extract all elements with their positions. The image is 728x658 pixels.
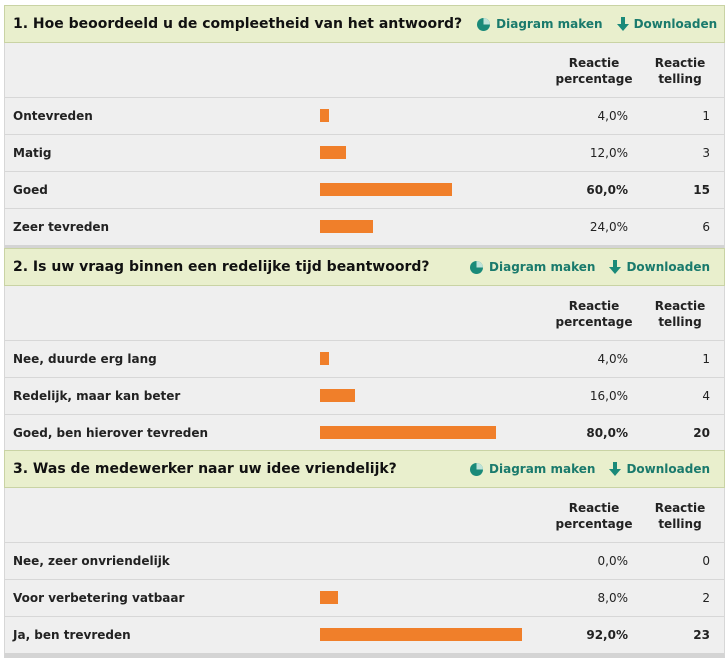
results-table: Reactie percentage Reactie telling Nee, ze… (4, 488, 725, 658)
table-row: Nee, zeer onvriendelijk 0,0% 0 (5, 543, 724, 580)
results-table: Reactie percentage Reactie telling Nee, du… (4, 286, 725, 456)
answer-label: Redelijk, maar kan beter (13, 389, 181, 403)
count-column-header: Reactie telling (654, 501, 706, 531)
count-column-header: Reactie telling (654, 299, 706, 329)
percentage-column-header: Reactie percentage (555, 501, 633, 531)
pie-chart-icon (469, 462, 484, 477)
download-arrow-icon (609, 259, 622, 275)
table-row: Redelijk, maar kan beter 16,0% 4 (5, 378, 724, 415)
chart-button[interactable]: Diagram maken (476, 17, 603, 32)
response-percentage: 4,0% (597, 109, 629, 123)
download-arrow-icon (609, 461, 622, 477)
answer-label: Voor verbetering vatbaar (13, 591, 185, 605)
column-header-row: Reactie percentage Reactie telling (5, 43, 724, 98)
download-arrow-icon (616, 16, 629, 32)
response-count: 3 (702, 146, 710, 160)
response-bar (320, 109, 329, 122)
download-button[interactable]: Downloaden (616, 16, 718, 32)
response-bar (320, 591, 338, 604)
answer-label: Nee, duurde erg lang (13, 352, 157, 366)
question-title: 1. Hoe beoordeeld u de compleetheid van … (13, 16, 463, 32)
table-row: Goed 60,0% 15 (5, 172, 724, 209)
answer-label: Goed, ben hierover tevreden (13, 426, 209, 440)
response-bar (320, 389, 356, 402)
chart-button-label: Diagram maken (489, 260, 596, 274)
answer-label: Ontevreden (13, 109, 93, 123)
pie-chart-icon (476, 17, 491, 32)
chart-button[interactable]: Diagram maken (469, 462, 595, 477)
question-header: 2. Is uw vraag binnen een redelijke tijd… (4, 248, 725, 286)
table-row: Goed, ben hierover tevreden 80,0% 20 (5, 415, 724, 451)
question-block: 2. Is uw vraag binnen een redelijke tijd… (4, 248, 725, 456)
answer-label: Ja, ben trevreden (13, 628, 131, 642)
response-bar (320, 426, 496, 439)
answer-label: Goed (13, 183, 48, 197)
response-bar (320, 352, 329, 365)
response-percentage: 0,0% (597, 554, 629, 568)
response-bar (320, 146, 347, 159)
download-button[interactable]: Downloaden (609, 461, 710, 477)
response-count: 6 (702, 220, 710, 234)
column-header-row: Reactie percentage Reactie telling (5, 286, 724, 341)
count-column-header: Reactie telling (654, 56, 706, 86)
chart-button-label: Diagram maken (489, 462, 596, 476)
question-title: 2. Is uw vraag binnen een redelijke tijd… (13, 259, 430, 275)
question-block: 1. Hoe beoordeeld u de compleetheid van … (4, 5, 725, 250)
results-table: Reactie percentage Reactie telling Ontevre… (4, 43, 725, 250)
pie-chart-icon (469, 260, 484, 275)
response-bar (320, 220, 373, 233)
response-percentage: 4,0% (597, 352, 629, 366)
download-button-label: Downloaden (626, 462, 710, 476)
response-count: 2 (702, 591, 710, 605)
question-block: 3. Was de medewerker naar uw idee vriend… (4, 450, 725, 658)
response-percentage: 16,0% (589, 389, 628, 403)
download-button[interactable]: Downloaden (609, 259, 710, 275)
response-count: 23 (693, 628, 710, 642)
table-row: Voor verbetering vatbaar 8,0% 2 (5, 580, 724, 617)
response-bar (320, 628, 523, 641)
response-percentage: 92,0% (586, 628, 628, 642)
answer-label: Matig (13, 146, 52, 160)
response-percentage: 80,0% (586, 426, 628, 440)
table-row: Zeer tevreden 24,0% 6 (5, 209, 724, 245)
download-button-label: Downloaden (626, 260, 710, 274)
response-percentage: 24,0% (589, 220, 628, 234)
answer-label: Nee, zeer onvriendelijk (13, 554, 170, 568)
table-row: Nee, duurde erg lang 4,0% 1 (5, 341, 724, 378)
response-count: 15 (693, 183, 710, 197)
chart-button-label: Diagram maken (496, 17, 603, 31)
response-count: 4 (702, 389, 710, 403)
table-row: Ja, ben trevreden 92,0% 23 (5, 617, 724, 653)
table-row: Matig 12,0% 3 (5, 135, 724, 172)
column-header-row: Reactie percentage Reactie telling (5, 488, 724, 543)
response-count: 20 (693, 426, 710, 440)
response-percentage: 60,0% (586, 183, 628, 197)
response-percentage: 8,0% (597, 591, 629, 605)
table-row: Ontevreden 4,0% 1 (5, 98, 724, 135)
question-header: 3. Was de medewerker naar uw idee vriend… (4, 450, 725, 488)
response-bar (320, 183, 452, 196)
response-count: 0 (702, 554, 710, 568)
response-percentage: 12,0% (589, 146, 628, 160)
percentage-column-header: Reactie percentage (555, 56, 633, 86)
response-count: 1 (702, 352, 710, 366)
percentage-column-header: Reactie percentage (555, 299, 633, 329)
question-header: 1. Hoe beoordeeld u de compleetheid van … (4, 5, 725, 43)
download-button-label: Downloaden (633, 17, 718, 31)
question-title: 3. Was de medewerker naar uw idee vriend… (13, 461, 397, 477)
chart-button[interactable]: Diagram maken (469, 260, 595, 275)
answer-label: Zeer tevreden (13, 220, 110, 234)
response-count: 1 (702, 109, 710, 123)
